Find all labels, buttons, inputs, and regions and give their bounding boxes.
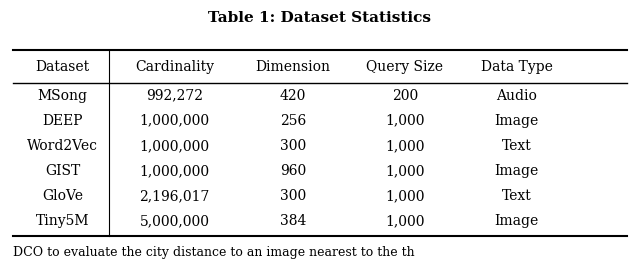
Text: 384: 384 (280, 214, 306, 228)
Text: GIST: GIST (45, 164, 80, 178)
Text: 1,000: 1,000 (385, 114, 424, 128)
Text: 5,000,000: 5,000,000 (140, 214, 209, 228)
Text: 200: 200 (392, 89, 418, 103)
Text: Tiny5M: Tiny5M (36, 214, 89, 228)
Text: Text: Text (502, 139, 532, 153)
Text: 300: 300 (280, 189, 306, 203)
Text: 1,000: 1,000 (385, 214, 424, 228)
Text: 1,000: 1,000 (385, 139, 424, 153)
Text: Image: Image (495, 164, 539, 178)
Text: MSong: MSong (37, 89, 88, 103)
Text: Table 1: Dataset Statistics: Table 1: Dataset Statistics (209, 11, 431, 25)
Text: Query Size: Query Size (366, 60, 444, 74)
Text: Dataset: Dataset (35, 60, 90, 74)
Text: Data Type: Data Type (481, 60, 553, 74)
Text: Word2Vec: Word2Vec (27, 139, 98, 153)
Text: 2,196,017: 2,196,017 (140, 189, 209, 203)
Text: 300: 300 (280, 139, 306, 153)
Text: 256: 256 (280, 114, 306, 128)
Text: 420: 420 (280, 89, 306, 103)
Text: Dimension: Dimension (255, 60, 330, 74)
Text: Cardinality: Cardinality (135, 60, 214, 74)
Text: Audio: Audio (497, 89, 537, 103)
Text: 1,000,000: 1,000,000 (140, 164, 209, 178)
Text: Image: Image (495, 114, 539, 128)
Text: 992,272: 992,272 (146, 89, 203, 103)
Text: DCO to evaluate the city distance to an image nearest to the th: DCO to evaluate the city distance to an … (13, 246, 415, 259)
Text: Image: Image (495, 214, 539, 228)
Text: Text: Text (502, 189, 532, 203)
Text: 1,000,000: 1,000,000 (140, 139, 209, 153)
Text: 1,000: 1,000 (385, 189, 424, 203)
Text: 1,000,000: 1,000,000 (140, 114, 209, 128)
Text: 1,000: 1,000 (385, 164, 424, 178)
Text: 960: 960 (280, 164, 306, 178)
Text: DEEP: DEEP (42, 114, 83, 128)
Text: GloVe: GloVe (42, 189, 83, 203)
